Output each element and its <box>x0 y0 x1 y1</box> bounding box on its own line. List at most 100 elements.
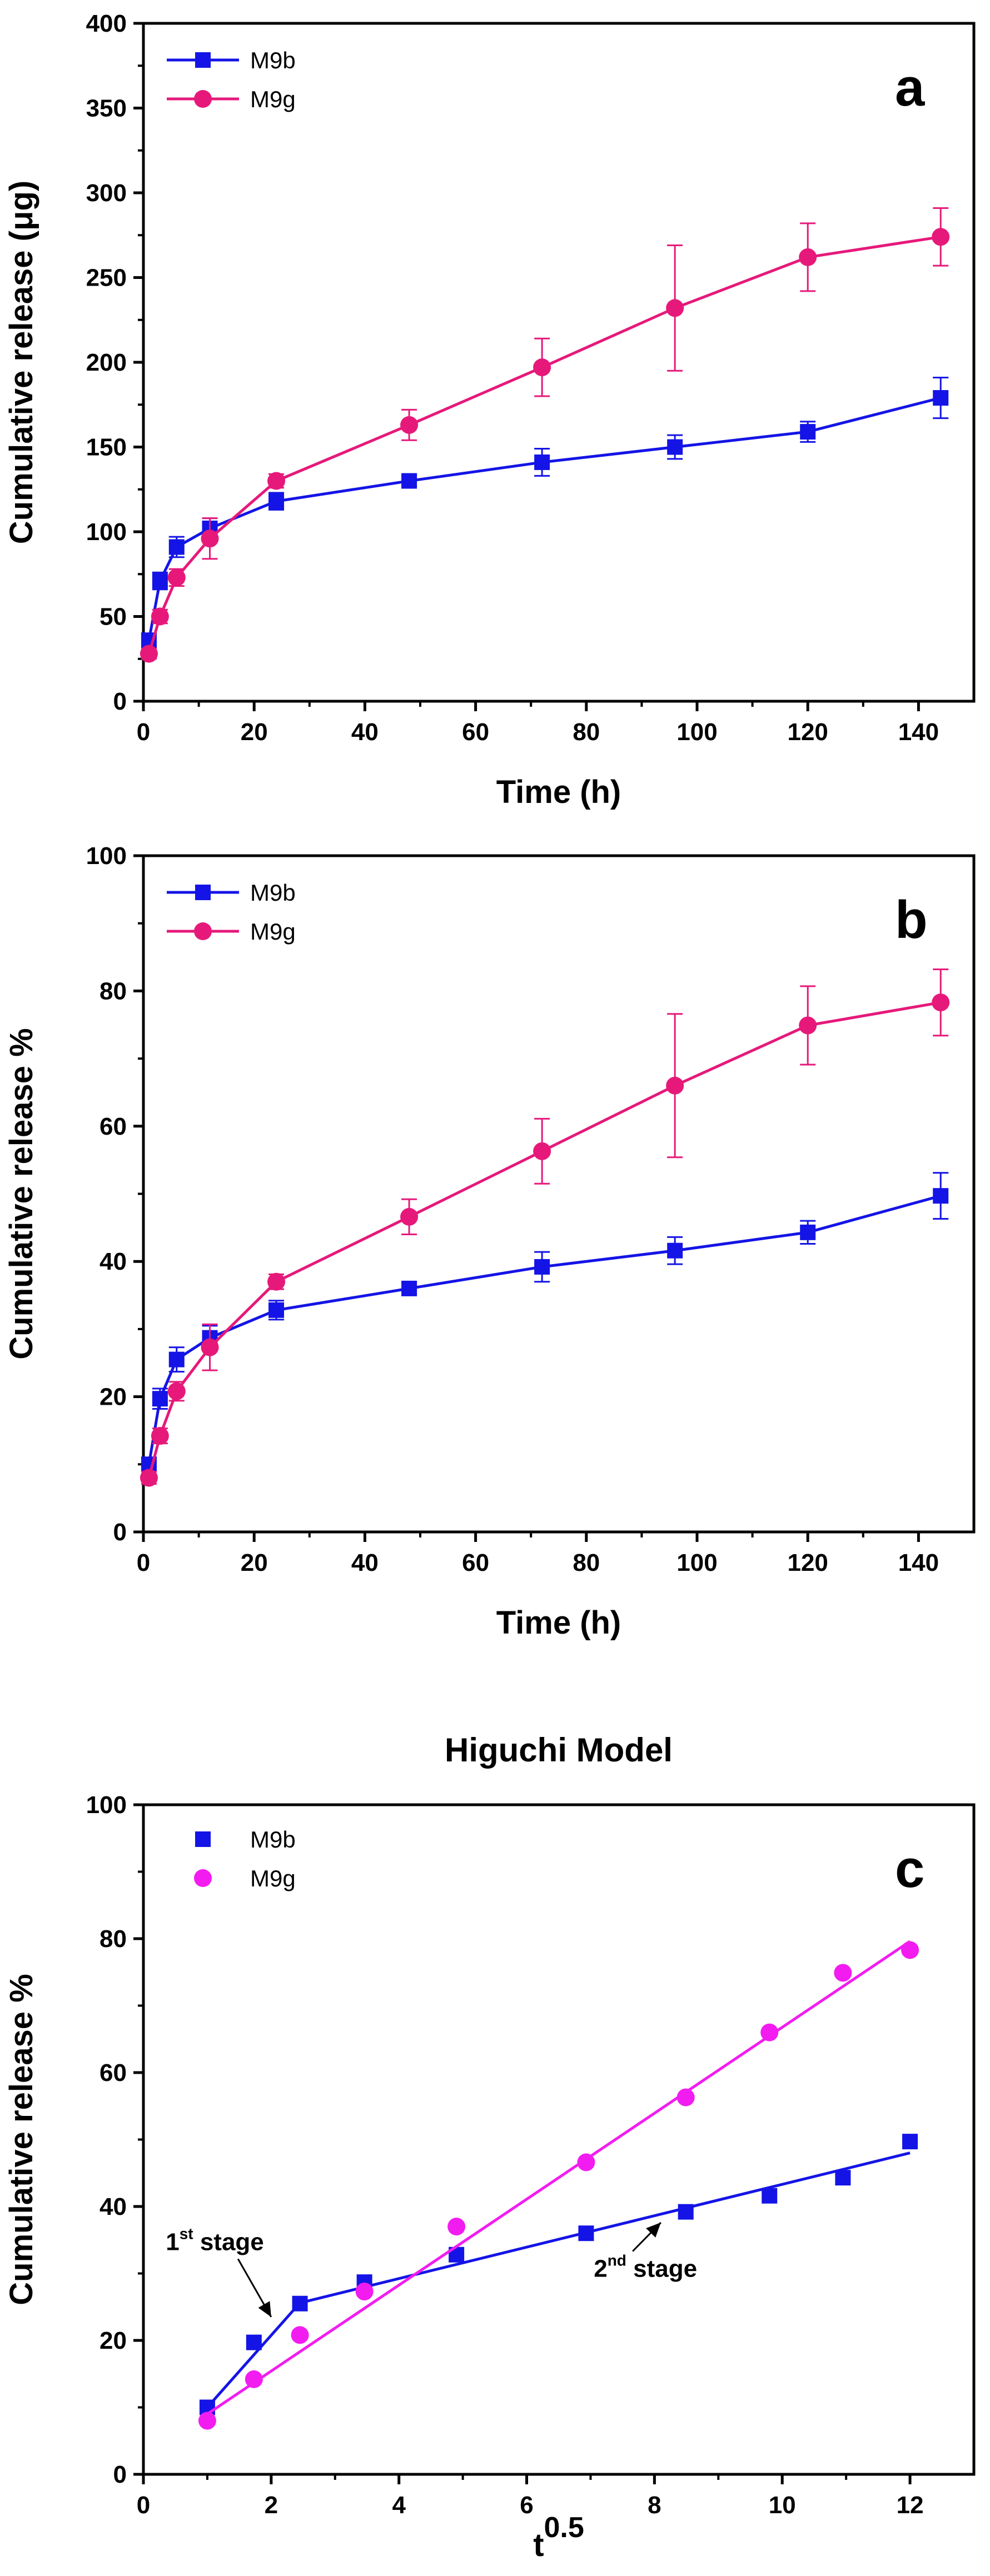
y-tick-label: 60 <box>100 2059 127 2086</box>
x-axis-title: Time (h) <box>496 774 621 810</box>
series-line <box>147 235 941 655</box>
annotation-arrowhead <box>646 2222 661 2238</box>
y-tick-label: 350 <box>86 95 127 122</box>
data-point <box>167 1382 186 1400</box>
y-tick-label: 100 <box>86 1791 127 1819</box>
annotation-sup: st <box>180 2225 193 2242</box>
plot-frame <box>142 22 976 703</box>
annotation-stage-2: 2nd stage <box>594 2221 697 2283</box>
x-tick-label: 40 <box>351 1549 379 1576</box>
chart-panel-b: 0 20 40 60 80 100 120 140 0 20 40 60 80 100 Cumulative… <box>3 842 976 1641</box>
data-point <box>140 645 158 663</box>
annotation-text: stage <box>626 2255 697 2283</box>
annotation-base: 2 <box>594 2255 607 2283</box>
data-point <box>678 2204 694 2220</box>
series-M9b <box>199 2134 918 2415</box>
y-tick-label: 100 <box>86 518 127 546</box>
x-tick-label: 40 <box>351 718 379 746</box>
series-M9g <box>140 207 950 663</box>
x-axis-title: t0.5 <box>533 2512 584 2563</box>
annotation-arrowhead <box>258 2301 271 2317</box>
legend-marker <box>194 1869 212 1887</box>
data-point <box>902 2134 918 2150</box>
x-tick-label: 80 <box>573 718 600 746</box>
legend-label: M9g <box>250 1865 296 1891</box>
data-point <box>932 228 950 246</box>
y-tick-label: 80 <box>100 1925 127 1953</box>
chart-title: Higuchi Model <box>445 1731 673 1769</box>
chart-panel-a: 0 20 40 60 80 100 120 140 0 50 100 150 200 250 300 350 4… <box>3 10 976 810</box>
data-point <box>201 1338 219 1356</box>
y-tick-label: 0 <box>113 1519 127 1546</box>
y-tick-label: 100 <box>86 842 127 870</box>
data-point <box>151 607 169 626</box>
data-point <box>762 2188 778 2204</box>
legend-marker <box>194 90 212 108</box>
legend-marker <box>194 922 212 940</box>
data-point <box>667 439 683 455</box>
data-point <box>401 1280 417 1296</box>
x-tick-label: 100 <box>676 1549 717 1576</box>
series-M9b <box>141 376 949 648</box>
data-point <box>447 2218 466 2236</box>
data-point <box>534 1259 550 1275</box>
fit-line <box>299 2151 911 2304</box>
y-tick-label: 300 <box>86 179 127 207</box>
y-tick-label: 0 <box>113 2461 127 2488</box>
x-tick-label: 4 <box>392 2492 406 2519</box>
x-tick-label: 140 <box>898 1549 939 1576</box>
data-point <box>152 1391 168 1407</box>
x-axis-title-superscript: 0.5 <box>544 2512 584 2544</box>
x-tick-label: 120 <box>787 718 828 746</box>
x-tick-label: 60 <box>462 718 489 746</box>
y-tick-label: 40 <box>100 2193 127 2220</box>
legend: M9b M9g <box>167 47 296 112</box>
x-axis-title: Time (h) <box>496 1605 621 1641</box>
x-tick-label: 0 <box>137 1549 150 1576</box>
y-axis-title: Cumulative release (μg) <box>3 181 39 544</box>
y-tick-label: 250 <box>86 264 127 292</box>
annotation-base: 1 <box>166 2228 179 2255</box>
data-point <box>799 248 817 266</box>
series-line <box>147 1001 941 1479</box>
data-point <box>578 2225 594 2241</box>
x-tick-label: 2 <box>265 2492 278 2519</box>
y-tick-label: 20 <box>100 1384 127 1411</box>
data-point <box>201 530 219 548</box>
data-point <box>401 473 417 489</box>
legend-label: M9g <box>250 86 296 112</box>
x-tick-label: 120 <box>787 1549 828 1576</box>
legend-marker <box>195 1831 211 1847</box>
annotation-stage-1: 1st stage <box>166 2225 272 2318</box>
legend-label: M9g <box>250 918 296 945</box>
data-point <box>246 2334 262 2350</box>
data-point <box>355 2283 374 2301</box>
data-point <box>933 390 949 406</box>
x-tick-label: 8 <box>648 2492 661 2519</box>
data-point <box>577 2153 595 2171</box>
fit-line <box>206 2302 301 2409</box>
data-point <box>140 1469 158 1487</box>
data-point <box>666 1076 684 1095</box>
data-point <box>533 358 551 377</box>
y-tick-label: 200 <box>86 349 127 376</box>
x-tick-label: 0 <box>137 2492 150 2519</box>
y-axis-title: Cumulative release % <box>3 1028 39 1359</box>
x-tick-label: 6 <box>520 2492 533 2519</box>
data-point <box>267 472 286 490</box>
data-point <box>167 568 186 587</box>
data-point <box>676 2088 695 2106</box>
data-point <box>799 1016 817 1035</box>
y-tick-label: 40 <box>100 1248 127 1275</box>
data-point <box>534 454 550 470</box>
x-axis-title-base: t <box>533 2527 544 2563</box>
x-tick-label: 20 <box>241 718 268 746</box>
data-point <box>198 2412 216 2430</box>
legend-marker <box>195 885 211 900</box>
data-point <box>932 994 950 1012</box>
x-tick-label: 10 <box>769 2492 796 2519</box>
legend-label: M9b <box>250 880 296 906</box>
y-tick-label: 60 <box>100 1113 127 1140</box>
panel-letter: c <box>895 1839 924 1899</box>
